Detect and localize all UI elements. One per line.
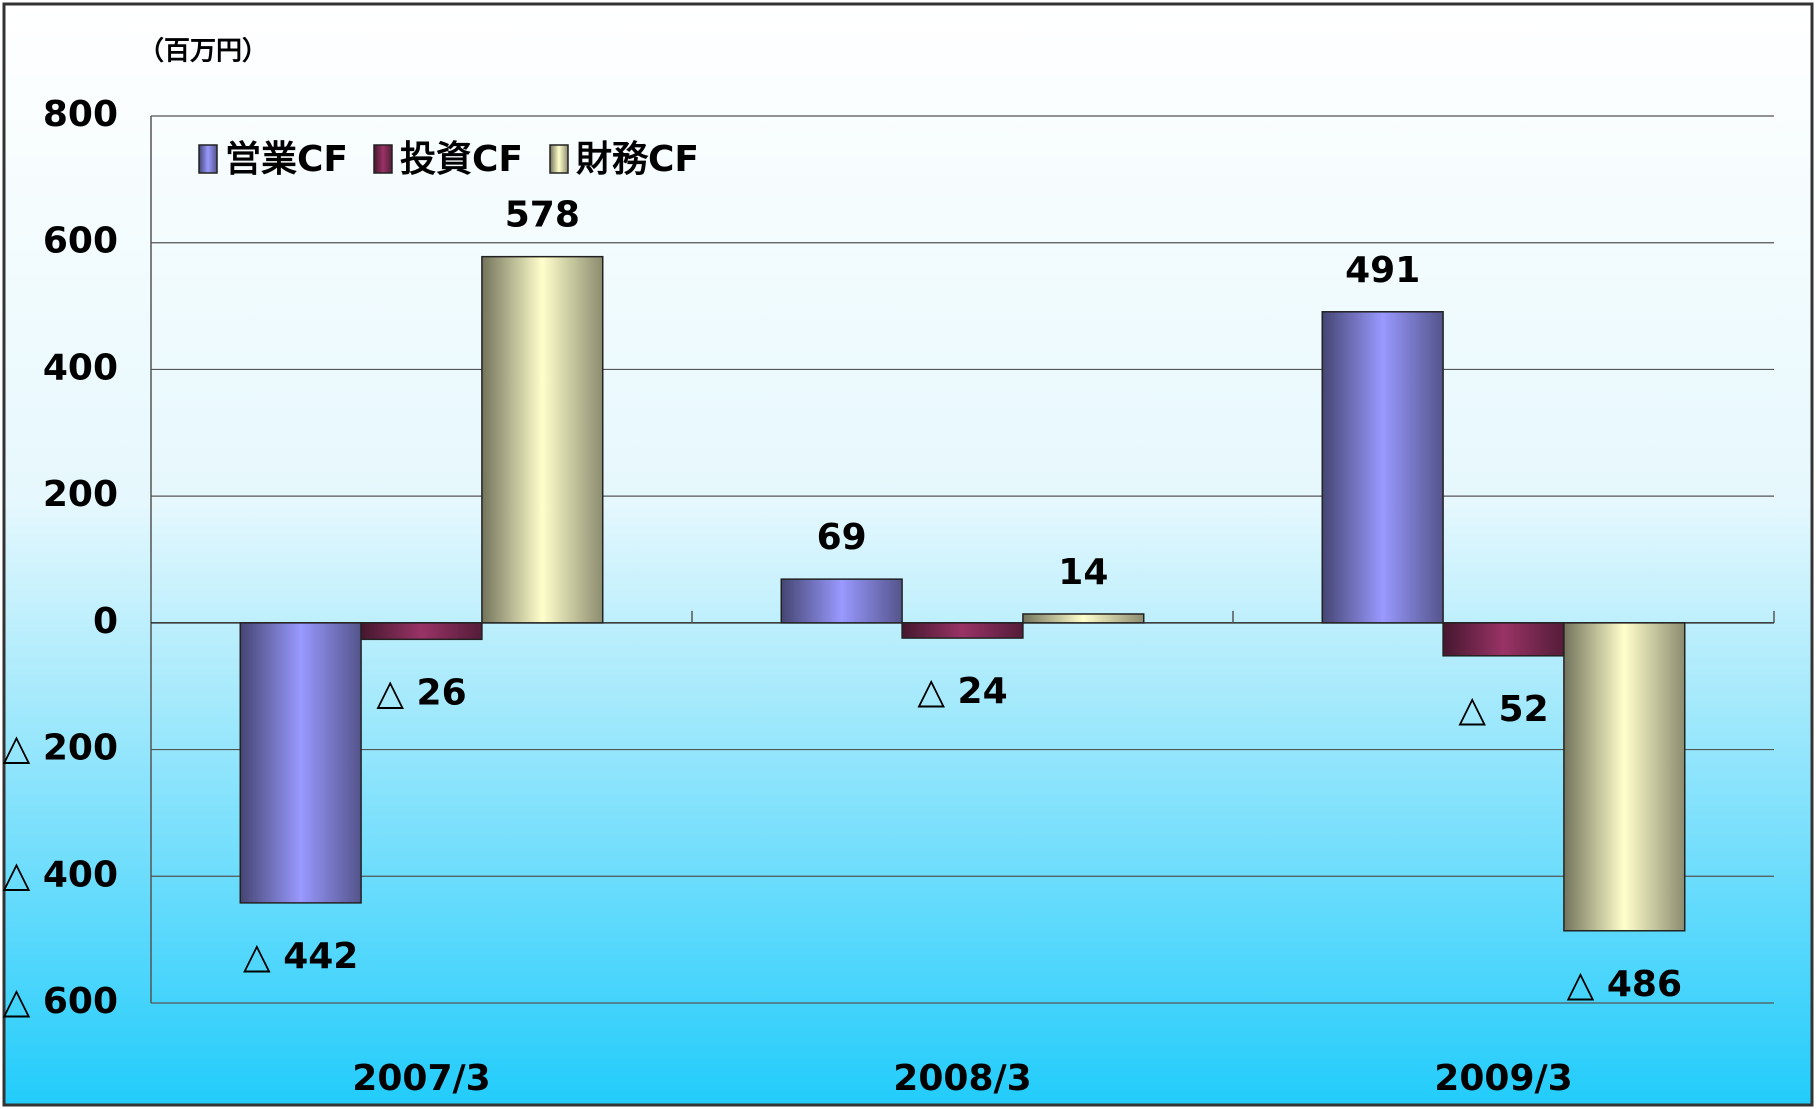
y-tick-label: 400 xyxy=(43,347,118,388)
y-tick-label: 0 xyxy=(93,601,118,642)
y-tick-label: 200 xyxy=(43,474,118,515)
value-label: 491 xyxy=(1345,250,1420,291)
bar xyxy=(239,622,362,904)
x-tick-label: 2008/3 xyxy=(893,1058,1031,1099)
y-tick-label: 800 xyxy=(43,94,118,135)
x-tick-label: 2009/3 xyxy=(1434,1058,1572,1099)
bar xyxy=(1022,613,1145,624)
bar xyxy=(1321,311,1444,624)
legend-label: 営業CF xyxy=(225,139,348,180)
y-tick-label: 600 xyxy=(43,221,118,262)
legend-label: 財務CF xyxy=(576,139,699,180)
bar xyxy=(481,255,604,624)
legend-label: 投資CF xyxy=(400,139,523,180)
y-tick-label: △ 400 xyxy=(3,854,118,895)
bar xyxy=(901,622,1024,639)
x-tick-label: 2007/3 xyxy=(352,1058,490,1099)
legend-swatch xyxy=(198,144,218,174)
value-label: 578 xyxy=(505,195,580,236)
legend-swatch xyxy=(373,144,393,174)
legend-swatch xyxy=(549,144,569,174)
value-label: △ 52 xyxy=(1458,689,1548,730)
bar xyxy=(360,622,483,641)
y-tick-label: △ 600 xyxy=(3,981,118,1022)
bar xyxy=(780,578,903,624)
value-label: 69 xyxy=(817,517,867,558)
value-label: △ 24 xyxy=(917,671,1007,712)
value-label: △ 486 xyxy=(1567,964,1682,1005)
value-label: 14 xyxy=(1058,552,1108,593)
value-label: △ 26 xyxy=(376,672,466,713)
bar xyxy=(1442,622,1565,657)
unit-label: （百万円） xyxy=(138,37,268,67)
value-label: △ 442 xyxy=(243,936,358,977)
y-tick-label: △ 200 xyxy=(3,728,118,769)
bar xyxy=(1563,622,1686,932)
